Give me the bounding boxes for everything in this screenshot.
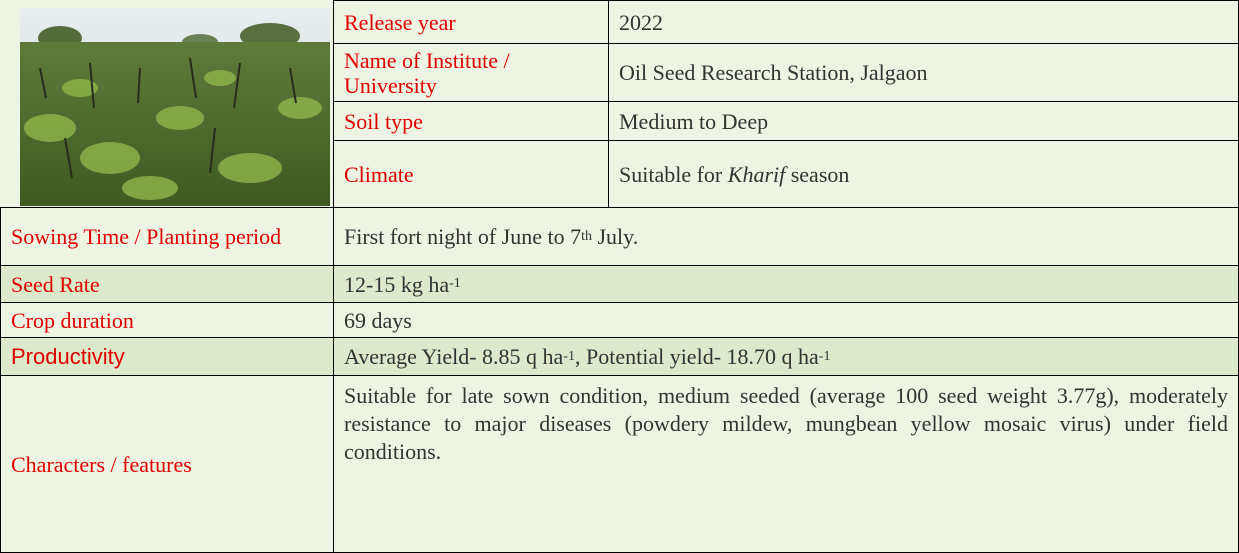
value-cell: 12-15 kg ha-1	[333, 265, 1239, 303]
label: Soil type	[344, 109, 423, 134]
crop-photo	[20, 8, 330, 206]
page: Release year 2022 Name of Institute / Un…	[0, 0, 1239, 553]
label-cell: Productivity	[0, 337, 334, 376]
value: Suitable for late sown condition, medium…	[344, 383, 1228, 464]
value-cell: Suitable for late sown condition, medium…	[333, 375, 1239, 553]
label-cell: Climate	[333, 140, 609, 208]
label: Sowing Time / Planting period	[11, 224, 281, 249]
value: Average Yield- 8.85 q ha	[344, 344, 563, 369]
value-cell: 2022	[608, 0, 1239, 44]
value: 2022	[619, 10, 663, 35]
value-cell: Medium to Deep	[608, 101, 1239, 141]
label: Productivity	[11, 344, 125, 369]
value-italic: Kharif	[728, 162, 785, 187]
label: Climate	[344, 162, 414, 187]
value: Oil Seed Research Station, Jalgaon	[619, 60, 928, 85]
value: season	[785, 162, 849, 187]
label: Name of Institute / University	[344, 48, 598, 98]
label-cell: Seed Rate	[0, 265, 334, 303]
label-cell: Sowing Time / Planting period	[0, 207, 334, 266]
label-cell: Characters / features	[0, 375, 334, 553]
value-cell: Oil Seed Research Station, Jalgaon	[608, 43, 1239, 102]
label-cell: Release year	[333, 0, 609, 44]
label-cell: Crop duration	[0, 302, 334, 338]
value-cell: Suitable for Kharif season	[608, 140, 1239, 208]
value: , Potential yield- 18.70 q ha	[575, 344, 819, 369]
value: July.	[592, 224, 638, 249]
value: 69 days	[344, 308, 412, 333]
value-cell: Average Yield- 8.85 q ha-1, Potential yi…	[333, 337, 1239, 376]
value-cell: 69 days	[333, 302, 1239, 338]
value: Medium to Deep	[619, 109, 768, 134]
value: 12-15 kg ha	[344, 272, 449, 297]
label: Characters / features	[11, 452, 192, 477]
label: Release year	[344, 10, 456, 35]
label-cell: Name of Institute / University	[333, 43, 609, 102]
label: Seed Rate	[11, 272, 100, 297]
value: Suitable for	[619, 162, 728, 187]
value: First fort night of June to 7	[344, 224, 581, 249]
label: Crop duration	[11, 308, 134, 333]
label-cell: Soil type	[333, 101, 609, 141]
